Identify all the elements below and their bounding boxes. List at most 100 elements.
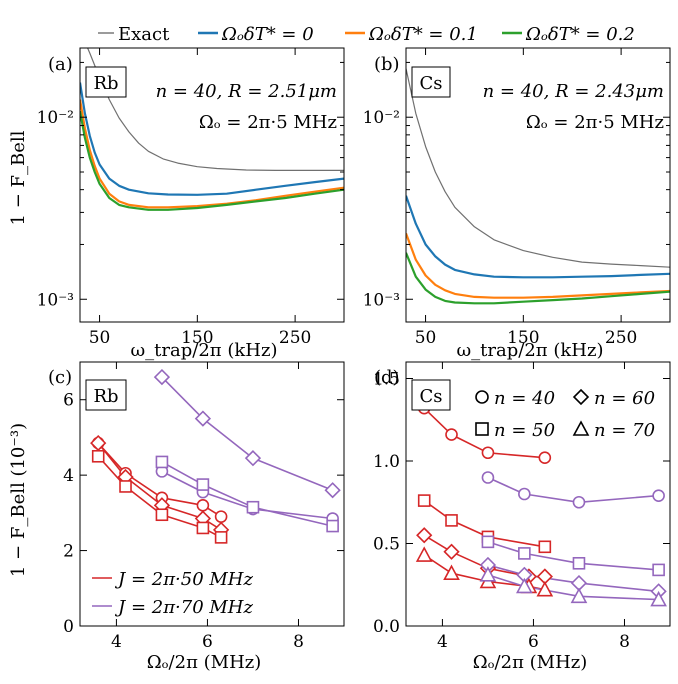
panel-c-xtick-label-0: 4 (111, 632, 122, 652)
panel-d-ytick-label-2: 1.0 (373, 452, 400, 472)
panel-c-marker-2-0 (91, 449, 105, 463)
panel-a-species-box (85, 66, 127, 98)
marker-legend-square (475, 422, 489, 436)
panel-d-frame (405, 361, 671, 627)
panel-a-xtick-label-0: 50 (89, 328, 111, 348)
panel-c-species: Rb (93, 386, 118, 407)
panel-c-marker-0-4 (214, 510, 228, 523)
panel-c-marker-5-0 (155, 455, 169, 469)
panel-a-ytick-label-0: 10⁻³ (37, 290, 74, 310)
panel-b-series-line-0 (406, 68, 670, 268)
panel-c-marker-0-3 (196, 499, 210, 512)
legend-dt01-label: ΩₒδT* = 0.1 (368, 24, 478, 45)
panel-d-ytick-label-3: 1.5 (373, 370, 400, 390)
panel-b-xtick-label-2: 250 (605, 328, 637, 348)
legend-dt02-label: ΩₒδT* = 0.2 (525, 24, 635, 45)
panel-d-ytick-label-0: 0.0 (373, 617, 400, 637)
panel-d-marker-5-2 (572, 556, 586, 570)
panel-d-xtick-label-1: 6 (528, 632, 539, 652)
panel-c-marker-5-1 (196, 478, 210, 491)
panel-d-marker-7-3 (650, 590, 667, 607)
panel-d-xlabel: Ωₒ/2π (MHz) (473, 652, 588, 673)
marker-legend-n40: n = 40 (494, 388, 555, 409)
marker-legend-n70: n = 70 (594, 420, 655, 441)
panel-a-annotations: (a) Rb n = 40, R = 2.51μm Ωₒ = 2π·5 MHz … (8, 54, 337, 361)
j-legend-50-label: J = 2π·50 MHz (114, 569, 253, 590)
panel-a-xtick-label-1: 150 (181, 328, 213, 348)
panel-c-ytick-label-3: 6 (63, 391, 74, 411)
panel-d-marker-7-1 (516, 577, 533, 594)
panel-d-marker-5-0 (481, 535, 495, 549)
j-legend-70-label: J = 2π·70 MHz (114, 597, 253, 618)
panel-d-species: Cs (419, 386, 442, 407)
panel-c-ytick-label-1: 2 (63, 542, 74, 562)
panel-b-series-line-3 (406, 252, 670, 305)
panel-b-species-box (411, 66, 451, 98)
panel-b-frame (405, 47, 671, 323)
panel-a-species: Rb (93, 73, 118, 94)
marker-legend: n = 40 n = 60 n = 50 n = 70 (475, 388, 655, 441)
panel-d-marker-3-4 (536, 581, 554, 597)
panel-d-marker-5-1 (518, 547, 531, 560)
panel-d-marker-3-1 (443, 564, 460, 580)
panel-d-series-line-0 (423, 407, 545, 459)
panel-d-marker-4-0 (481, 471, 495, 484)
panel-c-marker-3-2 (244, 450, 262, 467)
panel-b-annotations: (b) Cs n = 40, R = 2.43μm Ωₒ = 2π·5 MHz … (374, 54, 664, 361)
panel-b-species: Cs (419, 73, 442, 94)
panel-c-series (97, 376, 333, 539)
panel-d-series-line-6 (487, 564, 659, 593)
panel-c-marker-2-1 (119, 480, 132, 493)
panel-a-series-line-2 (80, 99, 344, 209)
panel-c-ylabel: 1 − F_Bell (10⁻³) (8, 423, 29, 577)
panel-a-xtick-label-2: 250 (279, 328, 311, 348)
panel-a-ytick-label-1: 10⁻² (37, 108, 74, 128)
panel-c-series-line-4 (161, 470, 333, 520)
panel-b-annotation1: n = 40, R = 2.43μm (483, 81, 664, 102)
top-legend: Exact ΩₒδT* = 0 ΩₒδT* = 0.1 ΩₒδT* = 0.2 (98, 24, 635, 45)
panel-c-label: (c) (48, 367, 72, 388)
panel-b-xtick-label-1: 150 (507, 328, 539, 348)
panel-d-marker-4-2 (572, 495, 586, 509)
panel-d-marker-3-0 (415, 546, 433, 562)
panel-c: 4 6 8 0 2 4 6 (63, 361, 345, 652)
panel-d-marker-4-3 (652, 489, 665, 502)
marker-legend-n60: n = 60 (594, 388, 655, 409)
panel-c-marker-3-1 (194, 410, 212, 427)
panel-b-series-line-1 (406, 195, 670, 279)
panel-a: 50 150 250 10⁻³ 10⁻² (37, 47, 345, 348)
panel-c-marker-2-4 (214, 531, 228, 544)
panel-b-ytick-label-0: 10⁻³ (363, 290, 400, 310)
panel-b: 50 150 250 10⁻³ 10⁻² (363, 47, 671, 348)
panel-d-marker-4-1 (518, 487, 531, 501)
legend-exact-label: Exact (118, 24, 170, 45)
panel-c-xtick-label-1: 6 (202, 632, 213, 652)
panel-c-series-line-3 (161, 376, 333, 491)
legend-dt0-label: ΩₒδT* = 0 (221, 24, 314, 45)
panel-d: 4 6 8 0.0 0.5 1.0 1.5 (373, 361, 671, 652)
panel-a-xlabel: ω_trap/2π (kHz) (131, 340, 278, 361)
panel-d-marker-1-1 (445, 514, 458, 527)
panel-c-marker-2-3 (196, 521, 210, 535)
panel-c-frame (79, 361, 345, 627)
panel-b-label: (b) (374, 54, 400, 75)
marker-legend-circle (475, 390, 489, 404)
panel-c-marker-5-3 (326, 519, 339, 533)
panel-d-series-line-7 (487, 574, 659, 601)
panel-d-marker-0-1 (445, 428, 458, 441)
panel-d-series-line-5 (487, 541, 659, 571)
panel-b-series (406, 68, 670, 305)
panel-d-label: (d) (374, 367, 400, 388)
panel-c-xtick-label-2: 8 (293, 632, 304, 652)
panel-c-xlabel: Ωₒ/2π (MHz) (147, 652, 262, 673)
panel-c-marker-3-3 (324, 482, 341, 499)
panel-d-xtick-label-2: 8 (619, 632, 630, 652)
panel-d-marker-7-2 (570, 587, 588, 604)
panel-b-annotation2: Ωₒ = 2π·5 MHz (526, 112, 664, 133)
panel-c-species-box (85, 379, 127, 411)
panel-d-marker-7-0 (479, 566, 497, 582)
panel-b-series-line-2 (406, 233, 670, 299)
panel-c-series-line-5 (161, 461, 333, 527)
panel-d-species-box (411, 379, 451, 411)
